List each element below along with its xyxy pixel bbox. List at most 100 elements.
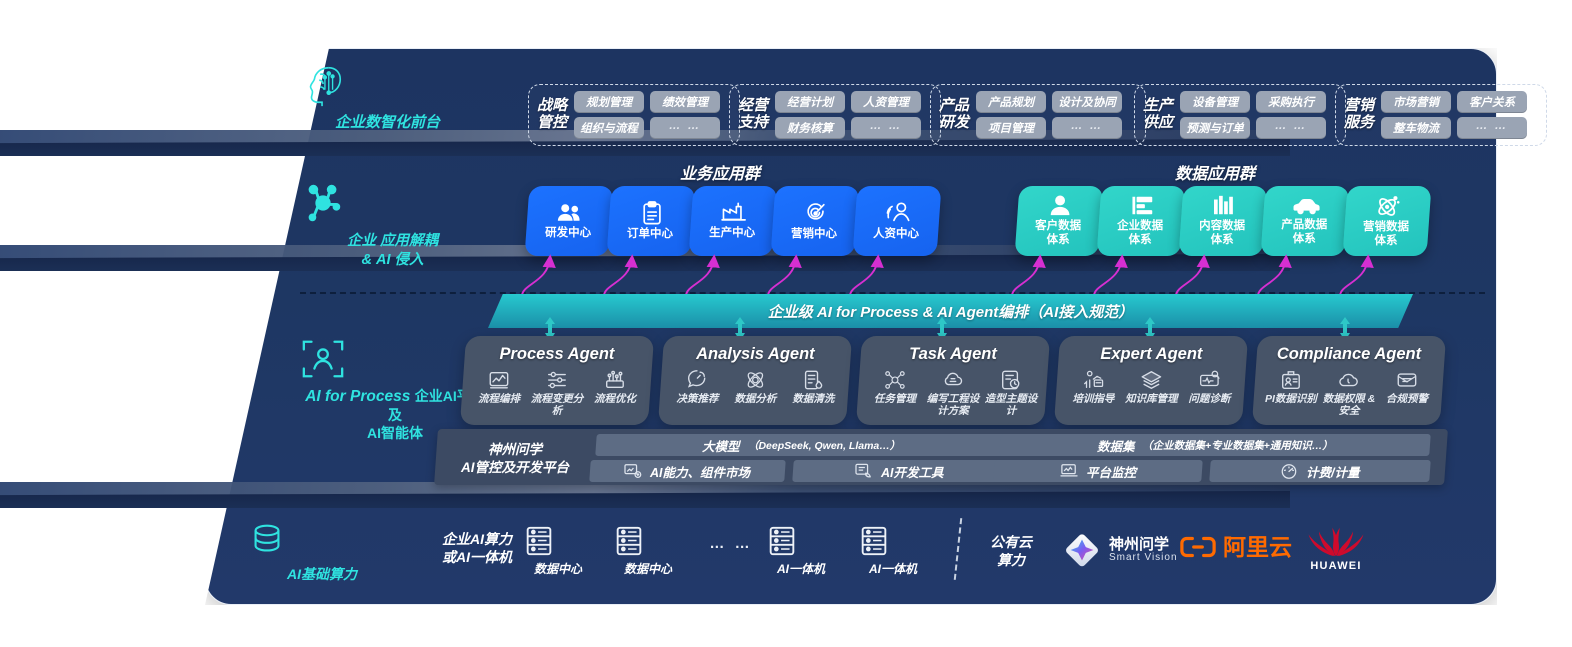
infra-item-ai-appliance-2[interactable]: AI一体机 [857, 524, 929, 577]
platform-cell-billing[interactable]: 计费/计量 [1209, 460, 1431, 482]
infra-item-enterprise-compute[interactable]: 企业AI算力 或AI一体机 [407, 527, 547, 566]
data-card-label: 营销数据 体系 [1363, 220, 1410, 247]
capability-label: 合规预警 [1385, 393, 1428, 405]
chip-more[interactable]: … … [1256, 117, 1327, 139]
agent-capability[interactable]: 编写工程设计方案 [924, 369, 982, 417]
domain-chips: 设备管理 采购执行 预测与订单 … … [1180, 91, 1327, 139]
chip[interactable]: 客户关系 [1457, 91, 1528, 113]
infra-item-ai-appliance-1[interactable]: AI一体机 [765, 524, 837, 577]
capability-label: 任务管理 [873, 393, 916, 405]
app-card-marketing-center[interactable]: 营销中心 [770, 186, 860, 256]
data-card-customer[interactable]: 客户数据 体系 [1014, 186, 1104, 256]
agent-capability[interactable]: 数据权限 & 安全 [1320, 369, 1378, 417]
agent-card-expert[interactable]: Expert Agent 培训指导 知识库管理 问题诊断 [1053, 336, 1249, 425]
platform-cell-devtools[interactable]: AI开发工具 [792, 460, 1007, 482]
agent-capability[interactable]: 问题诊断 [1180, 369, 1238, 405]
chip[interactable]: 规划管理 [574, 91, 645, 113]
chip[interactable]: 项目管理 [976, 117, 1047, 139]
chip[interactable]: 绩效管理 [650, 91, 721, 113]
logo-shenzhou[interactable]: 神州问学 Smart Vision [1062, 530, 1178, 570]
app-card-label: 订单中心 [627, 227, 674, 240]
agent-card-process[interactable]: Process Agent 流程编排 流程变更分析 流程优化 [459, 336, 655, 425]
agent-capability[interactable]: 任务管理 [866, 369, 924, 405]
chip[interactable]: 设计及协同 [1052, 91, 1123, 113]
bars-icon [1213, 194, 1236, 217]
chip-more[interactable]: … … [1457, 117, 1528, 139]
flow-chart-icon [488, 369, 510, 391]
chip[interactable]: 经营计划 [775, 91, 846, 113]
platform-cell-text: 计费/计量 [1306, 465, 1360, 480]
infra-label: AI一体机 [776, 562, 825, 576]
chip[interactable]: 设备管理 [1180, 91, 1251, 113]
domain-box-strategy[interactable]: 战略 管控 规划管理 绩效管理 组织与流程 … … [528, 84, 740, 146]
chip-more[interactable]: … … [1052, 117, 1123, 139]
platform-cell-datasets[interactable]: 数据集 （企业数据集+专业数据集+通用知识…） [999, 434, 1431, 456]
domain-box-production-supply[interactable]: 生产 供应 设备管理 采购执行 预测与订单 … … [1134, 84, 1346, 146]
chip-more[interactable]: … … [650, 117, 721, 139]
chip[interactable]: 产品规划 [976, 91, 1047, 113]
devtool-icon [855, 463, 873, 479]
data-card-marketing[interactable]: 营销数据 体系 [1342, 186, 1432, 256]
agent-card-compliance[interactable]: Compliance Agent PI数据识别 数据权限 & 安全 合规预警 [1251, 336, 1447, 425]
platform-cell-ai-market[interactable]: AI能力、组件市场 [589, 460, 786, 482]
monitor-icon [1060, 463, 1078, 479]
logo-name: 神州问学 [1109, 535, 1170, 553]
chip[interactable]: 人资管理 [851, 91, 922, 113]
layer-separator-dashed [300, 292, 1485, 294]
app-card-production-center[interactable]: 生产中心 [688, 186, 778, 256]
infra-public-cloud: 公有云 算力 [966, 530, 1056, 569]
chip-more[interactable]: … … [851, 117, 922, 139]
database-icon [247, 520, 397, 560]
agent-capability[interactable]: 合规预警 [1378, 369, 1436, 405]
atom-analysis-icon [744, 369, 766, 391]
brain-head-icon [300, 62, 475, 108]
logo-huawei[interactable]: HUAWEI [1308, 524, 1364, 572]
alert-mail-icon [1396, 369, 1418, 391]
capability-label: 编写工程设计方案 [926, 393, 980, 418]
data-card-enterprise[interactable]: 企业数据 体系 [1096, 186, 1186, 256]
agent-capability[interactable]: 流程编排 [470, 369, 528, 405]
agent-capability[interactable]: 决策推荐 [668, 369, 726, 405]
infra-item-datacenter-1[interactable]: 数据中心 [522, 524, 594, 577]
agent-capability[interactable]: 流程变更分析 [528, 369, 586, 417]
chip[interactable]: 组织与流程 [574, 117, 645, 139]
agent-capability[interactable]: 知识库管理 [1122, 369, 1180, 405]
chip[interactable]: 整车物流 [1381, 117, 1452, 139]
data-card-content[interactable]: 内容数据 体系 [1178, 186, 1268, 256]
id-card-icon [1280, 369, 1302, 391]
agent-capability[interactable]: PI数据识别 [1262, 369, 1320, 405]
domain-box-operations[interactable]: 经营 支持 经营计划 人资管理 财务核算 … … [729, 84, 941, 146]
server-icon [857, 524, 929, 558]
users-icon [557, 202, 583, 224]
platform-cell-llm[interactable]: 大模型 （DeepSeek, Qwen, Llama…） [595, 434, 1007, 456]
capability-label: 流程编排 [477, 393, 520, 405]
domain-box-product-rd[interactable]: 产品 研发 产品规划 设计及协同 项目管理 … … [930, 84, 1146, 146]
chip[interactable]: 预测与订单 [1180, 117, 1251, 139]
app-card-rd-center[interactable]: 研发中心 [524, 186, 614, 256]
platform-label: 神州问学 AI管控及开发平台 [461, 442, 569, 476]
domain-box-marketing-service[interactable]: 营销 服务 市场营销 客户关系 整车物流 … … [1335, 84, 1547, 146]
chip[interactable]: 市场营销 [1381, 91, 1452, 113]
chip[interactable]: 采购执行 [1256, 91, 1327, 113]
platform-cell-monitoring[interactable]: 平台监控 [993, 460, 1203, 482]
rail-label-ai-infrastructure: AI基础算力 [287, 566, 357, 582]
agent-card-task[interactable]: Task Agent 任务管理 编写工程设计方案 造型主题设计 [855, 336, 1051, 425]
agent-capability[interactable]: 流程优化 [586, 369, 644, 405]
task-network-icon [884, 369, 906, 391]
data-card-product[interactable]: 产品数据 体系 [1260, 186, 1350, 256]
app-card-order-center[interactable]: 订单中心 [606, 186, 696, 256]
agent-capability[interactable]: 造型主题设计 [982, 369, 1040, 417]
app-card-hr-center[interactable]: 人资中心 [852, 186, 942, 256]
infra-item-datacenter-2[interactable]: 数据中心 [612, 524, 684, 577]
agent-capability[interactable]: 数据分析 [726, 369, 784, 405]
logo-aliyun[interactable]: 阿里云 [1180, 535, 1292, 559]
chip[interactable]: 财务核算 [775, 117, 846, 139]
agent-capability[interactable]: 培训指导 [1064, 369, 1122, 405]
agent-capability[interactable]: 数据清洗 [784, 369, 842, 405]
agent-card-analysis[interactable]: Analysis Agent 决策推荐 数据分析 数据清洗 [657, 336, 853, 425]
building-icon [1131, 194, 1154, 217]
capability-label: 决策推荐 [676, 393, 719, 405]
rail-label-ai-for-process: AI for Process [305, 388, 411, 405]
app-card-label: 研发中心 [545, 226, 592, 239]
platform-cell-note: （企业数据集+专业数据集+通用知识…） [1142, 439, 1334, 452]
